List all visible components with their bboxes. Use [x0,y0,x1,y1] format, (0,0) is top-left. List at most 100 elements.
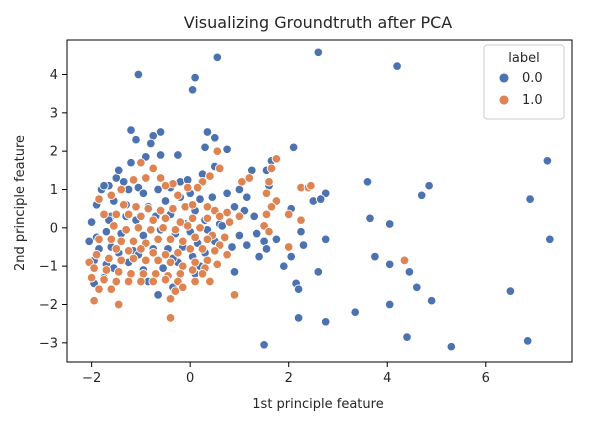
data-point [99,274,109,285]
data-point [109,221,119,231]
data-point [264,226,274,237]
data-point [178,282,188,293]
data-point [222,249,232,260]
data-point [111,244,122,254]
data-point [399,255,410,266]
data-point [84,236,94,247]
data-point [165,294,176,304]
data-point [261,188,272,199]
data-point [136,211,146,222]
data-point [187,200,198,210]
data-point [101,226,112,237]
data-point [141,173,151,183]
series-1.0 [84,146,410,323]
data-point [249,211,259,222]
data-point [402,332,412,342]
x-axis-label: 1st principle feature [252,397,383,412]
data-point [153,255,163,266]
data-point [212,146,223,156]
data-point [160,274,171,285]
data-point [155,127,166,137]
data-point [190,72,200,83]
data-point [123,246,134,256]
data-point [195,194,205,204]
data-point [212,52,223,63]
data-point [116,184,126,195]
data-point [146,225,156,235]
data-point [173,248,183,258]
data-point [148,276,158,287]
data-point [128,236,139,247]
data-point [116,236,126,247]
data-point [153,234,163,245]
data-point [121,225,131,235]
data-point [123,209,134,220]
data-point [116,255,126,266]
legend-title: label [508,51,539,66]
data-point [384,299,395,310]
data-point [131,202,141,212]
data-point [104,253,114,264]
data-point [254,251,264,262]
data-point [202,234,213,245]
data-point [138,188,149,199]
data-point [99,180,109,191]
data-point [173,150,183,160]
data-point [136,276,146,287]
data-point [197,244,208,254]
data-point [320,234,331,245]
data-point [86,217,97,227]
data-point [155,205,166,216]
data-point [214,163,225,174]
data-point [205,171,215,181]
data-point [222,144,232,155]
data-point [113,165,124,176]
axes-group: −2 0 2 4 6 −3 −2 −1 0 1 2 3 4 [39,39,573,386]
data-point [315,194,326,204]
data-point [113,299,124,310]
data-point [384,219,395,229]
data-point [392,61,402,71]
data-point [545,234,555,245]
data-point [86,272,97,283]
data-point [296,226,306,237]
x-tick-label: 4 [383,371,391,386]
data-point [283,209,294,220]
data-point [362,177,373,187]
y-tick-label: −2 [39,298,58,313]
data-point [128,253,139,264]
data-point [111,276,122,287]
data-point [131,134,141,145]
data-point [234,211,245,222]
data-point [146,138,156,149]
data-point [202,213,213,224]
data-point [136,157,146,168]
data-point [525,194,535,204]
data-point [202,127,213,137]
data-point [320,317,331,327]
data-point [178,236,188,247]
data-point [106,190,117,201]
data-point [106,234,117,245]
data-point [222,207,232,218]
data-point [350,307,360,317]
data-point [168,203,178,214]
y-axis-label: 2nd principle feature [13,135,28,271]
y-tick-label: 0 [50,221,58,236]
data-point [264,177,274,187]
data-point [133,223,144,233]
data-point [205,276,215,287]
data-point [242,192,252,202]
data-point [148,215,158,225]
data-point [89,295,99,306]
data-point [217,221,227,231]
data-point [101,265,112,275]
x-tick-label: 0 [186,371,194,386]
legend-marker [498,94,510,106]
data-point [143,203,154,214]
data-point [170,286,181,296]
data-point [293,284,304,294]
data-point [412,282,422,293]
data-point [89,263,99,273]
data-point [170,225,181,235]
